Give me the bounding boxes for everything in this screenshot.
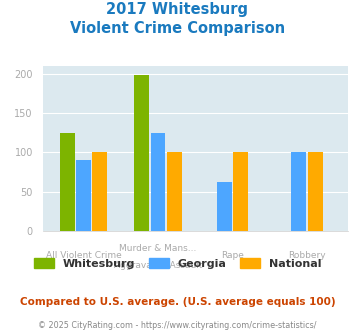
Text: All Violent Crime: All Violent Crime <box>46 251 121 260</box>
Legend: Whitesburg, Georgia, National: Whitesburg, Georgia, National <box>29 254 326 273</box>
Bar <box>76 160 91 231</box>
Bar <box>93 152 107 231</box>
Bar <box>60 133 75 231</box>
Text: Murder & Mans...: Murder & Mans... <box>119 244 197 253</box>
Bar <box>291 152 306 231</box>
Bar <box>151 133 165 231</box>
Text: Aggravated Assault: Aggravated Assault <box>114 261 202 270</box>
Bar <box>308 152 323 231</box>
Bar <box>217 182 232 231</box>
Text: Violent Crime Comparison: Violent Crime Comparison <box>70 21 285 36</box>
Text: Rape: Rape <box>221 251 244 260</box>
Text: 2017 Whitesburg: 2017 Whitesburg <box>106 2 248 16</box>
Text: Robbery: Robbery <box>288 251 326 260</box>
Text: Compared to U.S. average. (U.S. average equals 100): Compared to U.S. average. (U.S. average … <box>20 297 335 307</box>
Bar <box>233 152 248 231</box>
Text: © 2025 CityRating.com - https://www.cityrating.com/crime-statistics/: © 2025 CityRating.com - https://www.city… <box>38 321 317 330</box>
Bar <box>134 76 149 231</box>
Bar <box>167 152 182 231</box>
